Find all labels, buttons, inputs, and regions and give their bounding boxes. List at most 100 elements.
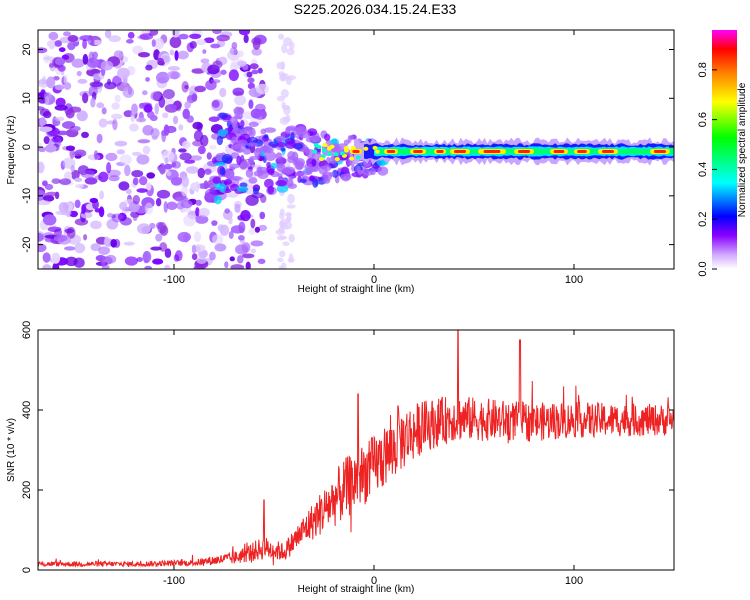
colorbar-tick-label: 0.8: [697, 62, 709, 77]
noise-blob: [38, 47, 48, 54]
noise-blob: [229, 256, 235, 262]
noise-blob: [112, 75, 122, 87]
noise-blob: [98, 118, 108, 128]
noise-blob: [275, 229, 286, 235]
noise-blob: [112, 119, 118, 131]
spectrogram-x-tick-label: 100: [565, 274, 583, 286]
noise-blob: [104, 30, 112, 39]
transition-blob: [274, 135, 287, 142]
transition-blob: [330, 138, 338, 145]
noise-blob: [120, 217, 132, 226]
noise-blob: [248, 99, 254, 110]
signal-hotspot-red: [553, 149, 565, 153]
transition-blob: [231, 136, 238, 145]
transition-blob: [267, 168, 275, 176]
transition-blob: [229, 116, 238, 126]
noise-blob: [250, 240, 264, 247]
transition-blob: [294, 160, 305, 171]
noise-blob: [191, 253, 198, 261]
noise-blob: [39, 108, 50, 117]
noise-blob: [191, 68, 205, 74]
noise-blob: [47, 226, 62, 233]
noise-blob: [172, 115, 179, 125]
noise-blob: [107, 78, 112, 86]
signal-dot: [321, 148, 327, 153]
noise-blob: [114, 140, 128, 147]
noise-blob: [197, 145, 206, 155]
signal-dot: [334, 157, 340, 162]
noise-blob: [84, 177, 98, 185]
noise-blob: [67, 34, 79, 43]
transition-blob: [305, 136, 318, 143]
snr-x-tick-label: -100: [163, 575, 185, 587]
noise-blob: [39, 117, 47, 127]
noise-blob: [230, 264, 245, 269]
noise-blob: [150, 91, 161, 101]
noise-blob: [54, 116, 65, 122]
signal-dot: [339, 151, 345, 156]
noise-blob: [195, 215, 209, 224]
figure-title: S225.2026.034.15.24.E33: [294, 1, 457, 17]
noise-blob: [53, 234, 68, 242]
noise-blob: [42, 252, 51, 263]
signal-hotspot-red: [386, 149, 396, 153]
noise-blob: [81, 131, 89, 139]
noise-blob: [42, 194, 55, 202]
spectrogram-y-tick-label: 20: [21, 43, 33, 55]
colorbar-tick-label: 0.6: [697, 112, 709, 127]
noise-blob: [142, 145, 151, 155]
spectrogram-y-tick-label: 10: [21, 92, 33, 104]
transition-blob: [246, 142, 259, 147]
noise-blob: [158, 96, 166, 108]
noise-blob: [45, 191, 58, 197]
noise-blob: [170, 176, 183, 186]
noise-blob: [210, 79, 221, 84]
noise-blob: [101, 256, 106, 268]
noise-blob: [71, 169, 80, 180]
noise-blob: [164, 264, 171, 269]
noise-blob: [203, 37, 215, 44]
noise-blob: [251, 69, 259, 75]
noise-blob: [241, 253, 255, 259]
transition-blob: [275, 152, 283, 160]
noise-blob: [178, 148, 187, 153]
noise-blob: [87, 154, 101, 161]
noise-blob: [178, 33, 189, 40]
noise-blob: [251, 48, 262, 56]
transition-blob: [276, 162, 286, 173]
noise-blob: [74, 243, 86, 254]
snr-x-tick-label: 0: [371, 575, 377, 587]
snr-y-tick-label: 600: [21, 321, 33, 339]
noise-blob: [51, 252, 61, 264]
noise-blob: [177, 231, 192, 243]
noise-blob: [142, 90, 148, 96]
noise-blob: [64, 228, 74, 234]
noise-blob: [123, 241, 135, 246]
noise-blob: [277, 257, 284, 263]
noise-blob: [184, 159, 196, 164]
noise-blob: [247, 77, 255, 83]
noise-blob: [51, 178, 61, 185]
noise-blob: [82, 38, 88, 50]
snr-panel: -100 0 100 0 200 400 600 Height of straight l…: [6, 321, 675, 595]
noise-blob: [124, 164, 131, 177]
signal-hotspot-red: [577, 149, 587, 153]
transition-blob: [268, 141, 279, 147]
noise-blob: [237, 60, 247, 67]
noise-blob: [92, 199, 99, 210]
noise-blob: [162, 88, 175, 100]
noise-blob: [71, 58, 85, 68]
noise-blob: [65, 108, 75, 119]
transition-blob: [263, 134, 269, 139]
snr-y-ticks: 0 200 400 600: [21, 321, 674, 573]
noise-blob: [252, 39, 261, 50]
noise-blob: [237, 235, 245, 241]
noise-blob: [157, 57, 164, 65]
noise-blob: [146, 172, 156, 179]
noise-blob: [138, 51, 150, 58]
noise-blob: [170, 104, 177, 110]
noise-blob: [151, 135, 158, 140]
noise-blob: [132, 177, 139, 186]
snr-x-axis-label: Height of straight line (km): [298, 584, 415, 595]
signal-dot: [319, 157, 325, 162]
